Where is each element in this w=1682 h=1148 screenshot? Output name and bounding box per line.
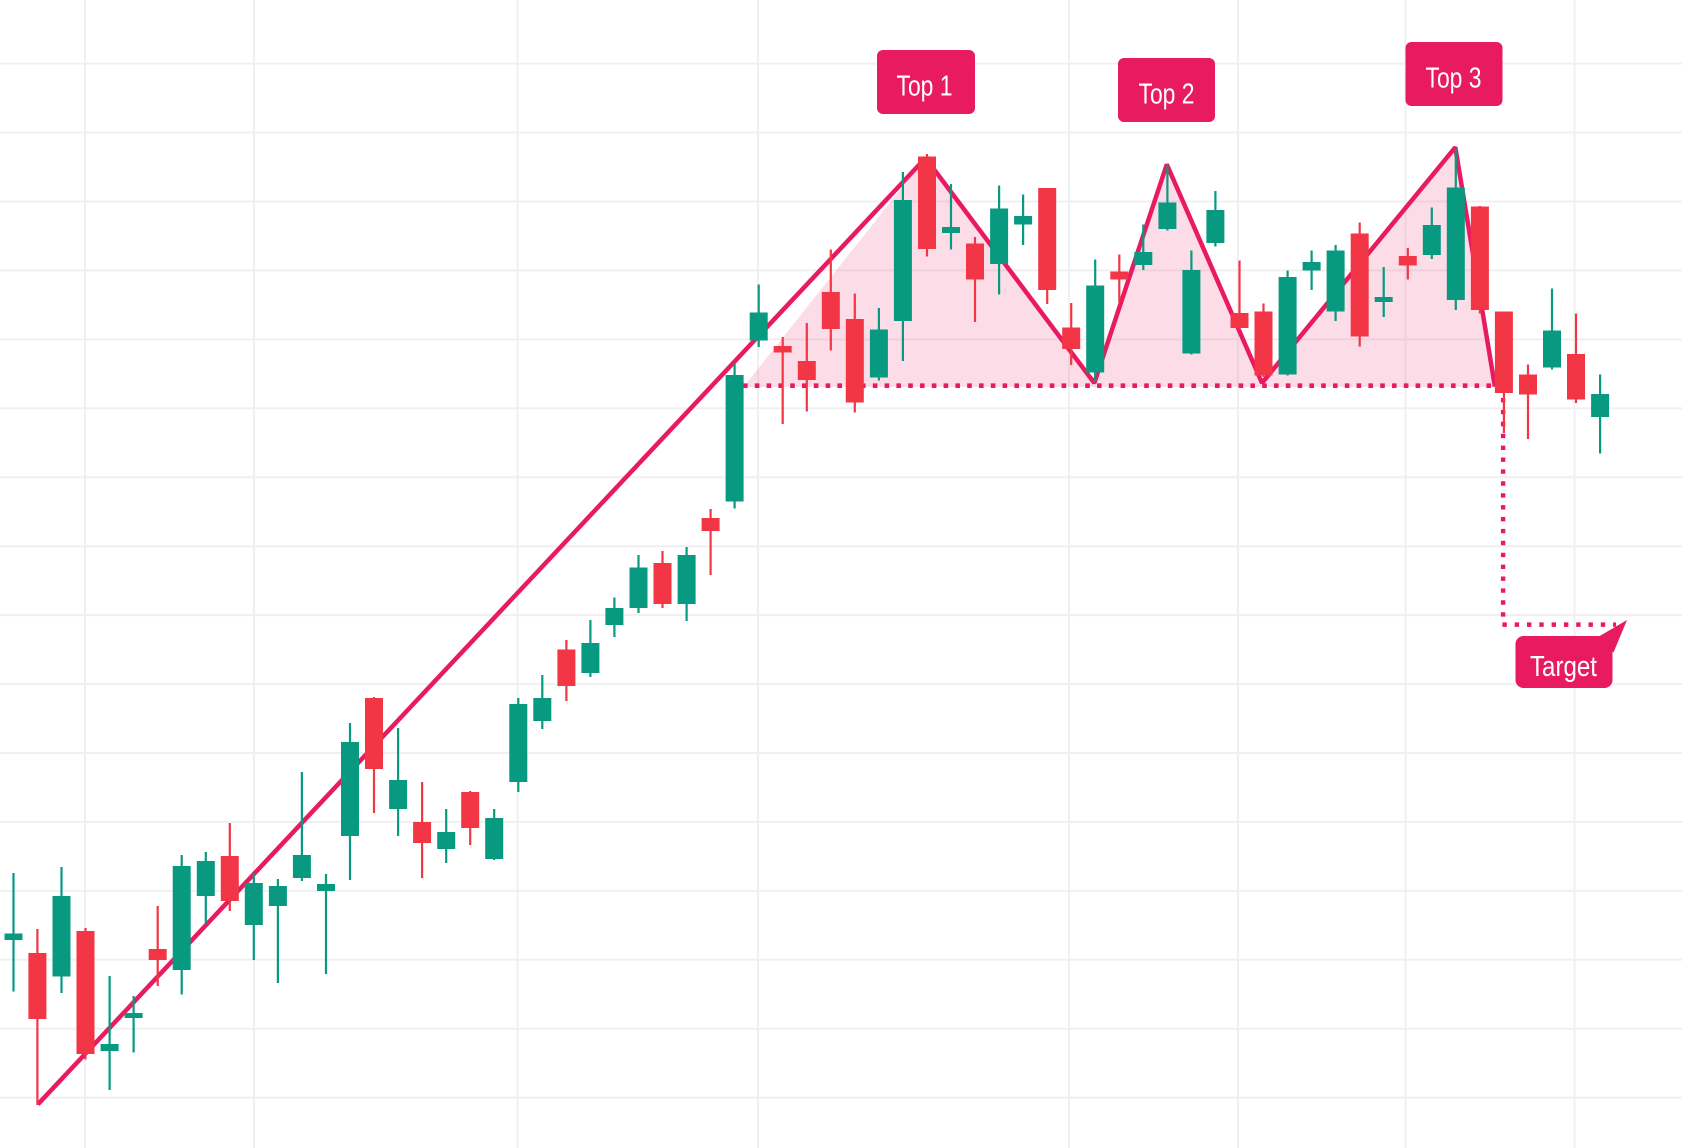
svg-text:Target: Target [1530,651,1597,683]
svg-text:Top 1: Top 1 [897,71,953,103]
svg-text:Top 3: Top 3 [1426,63,1482,95]
svg-text:Top 2: Top 2 [1139,79,1195,111]
